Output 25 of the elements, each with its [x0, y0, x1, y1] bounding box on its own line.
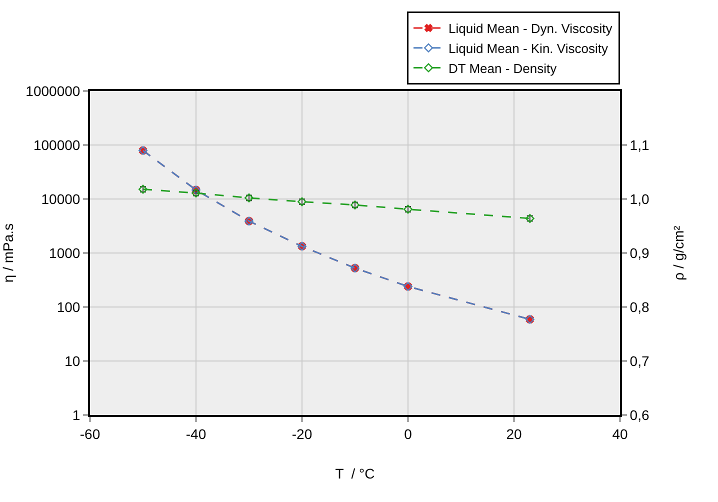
- y2-tick-label: 1,0: [630, 190, 650, 207]
- x-tick-label: 0: [404, 426, 412, 442]
- y-tick-label: 100: [56, 298, 80, 315]
- x-tick-label: -20: [292, 426, 312, 442]
- x-tick-label: 40: [612, 426, 628, 442]
- legend-label: DT Mean - Density: [448, 60, 558, 76]
- y2-axis-title: ρ / g/cm²: [670, 225, 686, 280]
- y-tick-label: 100000: [33, 136, 80, 153]
- y2-tick-label: 1,1: [630, 136, 650, 153]
- y2-tick-label: 0,7: [630, 352, 650, 369]
- y-tick-label: 1: [72, 406, 80, 423]
- y-axis-title: η / mPa.s: [0, 223, 16, 283]
- legend-label: Liquid Mean - Kin. Viscosity: [448, 40, 608, 56]
- x-tick-label: 20: [506, 426, 522, 442]
- x-axis-title: T / °C: [335, 466, 375, 482]
- y-tick-label: 1000000: [26, 82, 80, 99]
- y2-tick-label: 0,8: [630, 298, 650, 315]
- y-tick-label: 10000: [41, 190, 80, 207]
- y2-tick-label: 0,6: [630, 406, 650, 423]
- y-tick-label: 10: [64, 352, 80, 369]
- x-tick-label: -60: [80, 426, 100, 442]
- y-tick-label: 1000: [49, 244, 80, 261]
- legend-label: Liquid Mean - Dyn. Viscosity: [448, 21, 613, 36]
- y2-tick-label: 0,9: [630, 244, 650, 261]
- x-tick-label: -40: [186, 426, 206, 442]
